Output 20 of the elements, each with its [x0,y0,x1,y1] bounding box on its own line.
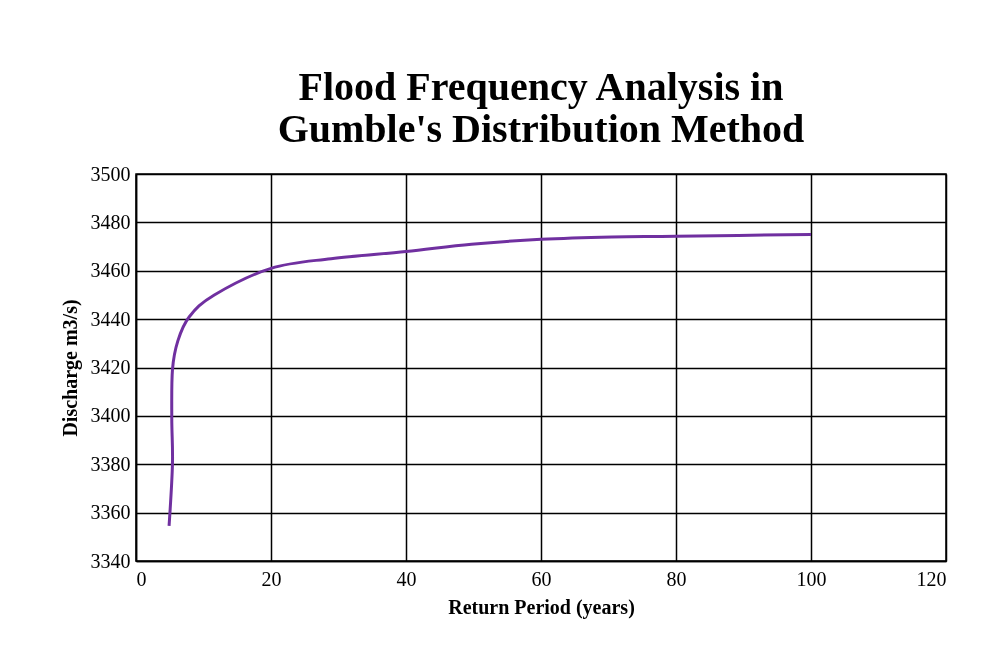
x-axis-title: Return Period (years) [448,595,635,619]
y-tick-label: 3440 [90,307,131,330]
y-tick-label: 3380 [90,452,131,475]
y-tick-label: 3480 [90,210,131,233]
x-tick-label: 120 [916,567,947,590]
x-tick-label: 20 [261,567,282,590]
y-tick-label: 3400 [90,404,131,427]
y-tick-label: 3360 [90,501,131,524]
y-tick-label: 3340 [90,549,131,572]
y-tick-label: 3500 [90,162,131,185]
y-tick-label: 3460 [90,259,131,282]
x-tick-label: 0 [136,567,147,590]
x-tick-label: 60 [531,567,552,590]
line-series [167,232,813,528]
y-tick-label: 3420 [90,356,131,378]
chart-title: Flood Frequency Analysis in Gumble's Distribution Method [277,64,805,151]
x-tick-label: 100 [796,567,827,590]
y-axis-title: Discharge m3/s) [58,299,82,437]
x-tick-label: 40 [396,567,417,590]
x-tick-label: 80 [666,567,687,590]
